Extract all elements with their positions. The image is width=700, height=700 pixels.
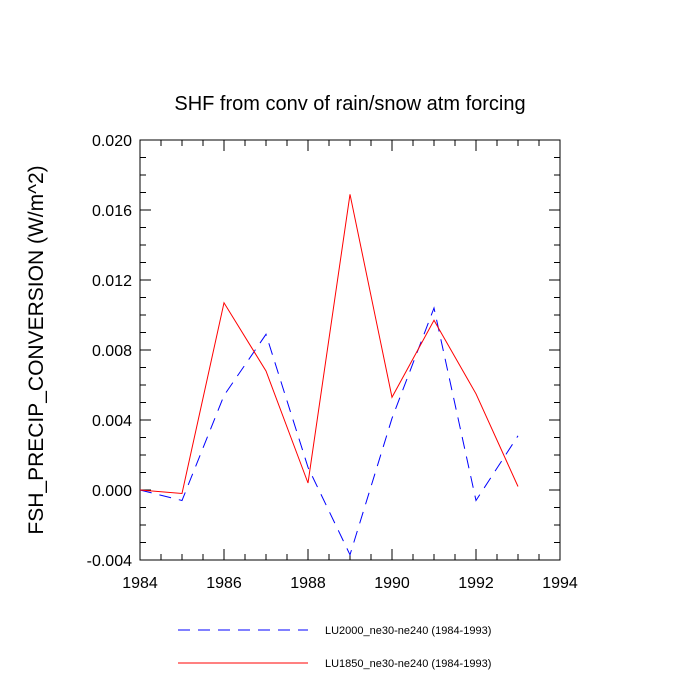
y-tick-label: 0.020 — [92, 133, 132, 150]
x-tick-label: 1984 — [122, 575, 158, 592]
y-tick-label: -0.004 — [87, 553, 132, 570]
x-tick-label: 1986 — [206, 575, 242, 592]
series-line-2 — [139, 194, 519, 495]
x-tick-label: 1992 — [458, 575, 494, 592]
y-tick-label: 0.016 — [92, 203, 132, 220]
plot-frame — [139, 139, 561, 561]
series-line-1 — [139, 306, 519, 557]
plot-area: 1984 1986 1988 1990 1992 1994 -0.004 0.000 0.004… — [87, 133, 578, 592]
y-tick-label: 0.008 — [92, 343, 132, 360]
chart-title: SHF from conv of rain/snow atm forcing — [174, 93, 525, 115]
y-tick-label: 0.000 — [92, 483, 132, 500]
legend: LU2000_ne30-ne240 (1984-1993) LU1850_ne30… — [178, 625, 491, 670]
legend-label-1: LU2000_ne30-ne240 (1984-1993) — [325, 625, 491, 637]
y-tick-label: 0.004 — [92, 413, 132, 430]
x-tick-label: 1990 — [374, 575, 410, 592]
x-tick-label: 1994 — [542, 575, 578, 592]
y-tick-label: 0.012 — [92, 273, 132, 290]
y-axis-label: FSH_PRECIP_CONVERSION (W/m^2) — [25, 165, 48, 534]
legend-label-2: LU1850_ne30-ne240 (1984-1993) — [325, 658, 491, 670]
x-tick-label: 1988 — [290, 575, 326, 592]
